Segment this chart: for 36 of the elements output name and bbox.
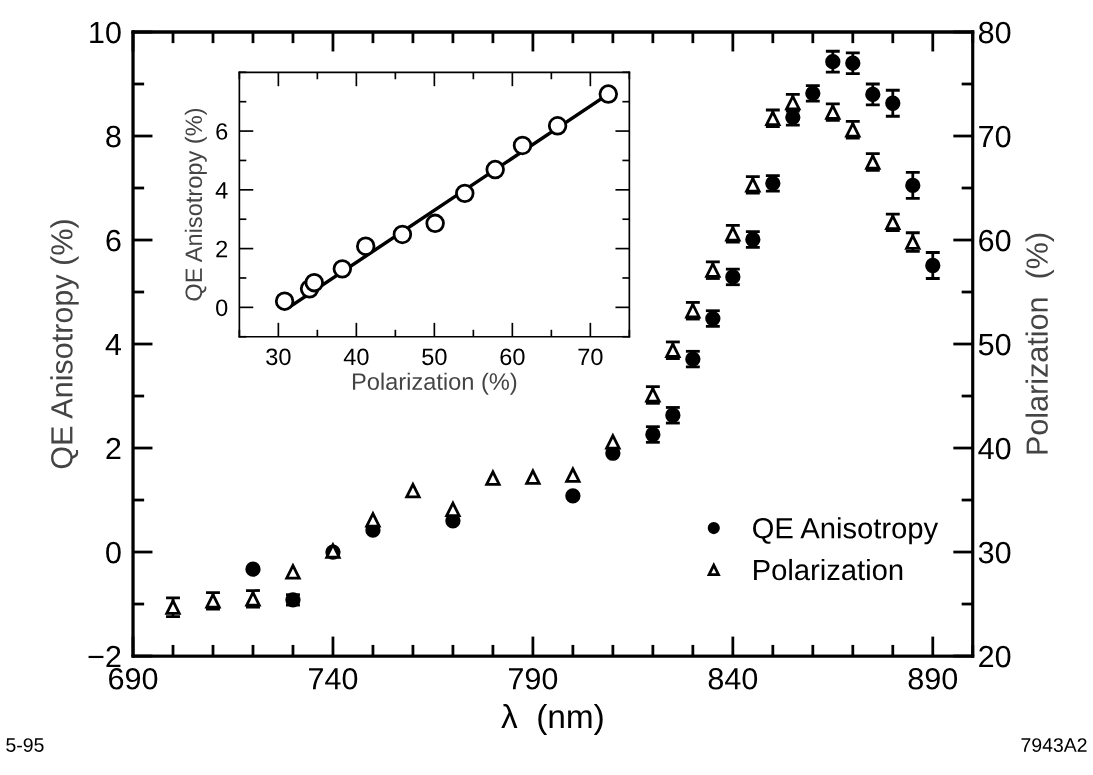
text: 7943A2 bbox=[1021, 738, 1087, 752]
x-tick-label: 40 bbox=[343, 348, 369, 366]
y-tick-label: 10 bbox=[90, 21, 121, 44]
y-axis-title: QE Anisotropy (%) bbox=[184, 108, 207, 301]
x-tick-label: 60 bbox=[500, 348, 525, 366]
y2-tick-label: 30 bbox=[978, 541, 1011, 564]
y-tick-label: 8 bbox=[106, 125, 121, 148]
x-tick-label: 70 bbox=[578, 348, 603, 366]
x-tick-label: 790 bbox=[508, 667, 558, 690]
x-tick-label: 690 bbox=[109, 667, 158, 690]
legend-label: Polarization bbox=[754, 558, 903, 581]
y-tick-label: 4 bbox=[105, 334, 122, 356]
x-tick-label: 30 bbox=[266, 348, 291, 366]
y2-axis-title: Polarization (%) bbox=[1025, 233, 1054, 454]
legend-label: QE Anisotropy bbox=[753, 517, 939, 545]
y-tick-label: 4 bbox=[215, 182, 228, 199]
y2-tick-label: 60 bbox=[979, 229, 1011, 252]
y-tick-label: 0 bbox=[216, 299, 228, 317]
y-tick-label: 2 bbox=[106, 437, 121, 460]
y-tick-label: 6 bbox=[216, 123, 228, 140]
x-tick-label: 740 bbox=[309, 667, 358, 690]
y-tick-label: 6 bbox=[106, 229, 121, 252]
x-tick-label: 840 bbox=[708, 667, 758, 690]
y2-tick-label: 20 bbox=[979, 645, 1011, 668]
y2-tick-label: 70 bbox=[979, 125, 1011, 148]
x-axis-title: λ (nm) bbox=[501, 703, 603, 736]
x-tick-label: 50 bbox=[422, 348, 447, 366]
y-axis-title: QE Anisotropy (%) bbox=[50, 220, 79, 469]
text: 5-95 bbox=[6, 738, 44, 752]
y-tick-label: 0 bbox=[106, 541, 121, 564]
y2-tick-label: 80 bbox=[978, 21, 1011, 44]
y-tick-label: −2 bbox=[88, 645, 121, 668]
x-tick-label: 890 bbox=[908, 667, 958, 690]
y2-tick-label: 40 bbox=[978, 437, 1011, 460]
x-axis-title: Polarization (%) bbox=[352, 372, 517, 395]
y-tick-label: 2 bbox=[216, 240, 228, 258]
